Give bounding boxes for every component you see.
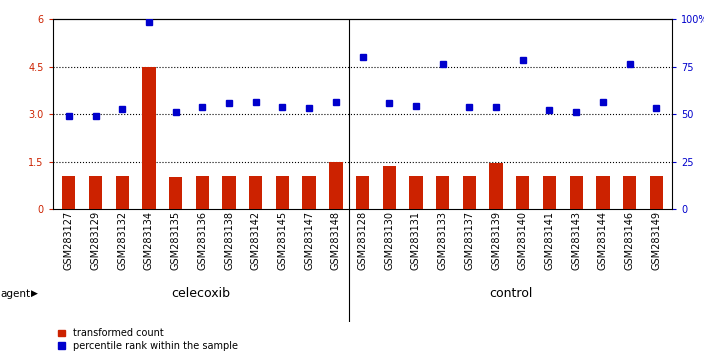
Bar [409,176,422,209]
Bar [596,176,610,209]
Bar [276,176,289,209]
Bar [489,163,503,209]
Text: GSM283127: GSM283127 [64,211,74,270]
Text: GSM283147: GSM283147 [304,211,314,270]
Text: GSM283132: GSM283132 [118,211,127,270]
Bar [543,176,556,209]
Bar [169,177,182,209]
Text: GSM283135: GSM283135 [170,211,181,270]
Text: GSM283129: GSM283129 [91,211,101,270]
Text: celecoxib: celecoxib [172,287,230,300]
Text: GSM283146: GSM283146 [624,211,634,269]
Bar [249,176,263,209]
Bar [436,176,449,209]
Text: GSM283145: GSM283145 [277,211,287,270]
Text: GSM283137: GSM283137 [465,211,474,270]
Bar [570,176,583,209]
Bar [516,176,529,209]
Text: GSM283139: GSM283139 [491,211,501,269]
Bar [196,176,209,209]
Text: GSM283143: GSM283143 [571,211,582,269]
Text: GSM283134: GSM283134 [144,211,154,269]
Bar [142,67,156,209]
Text: GSM283141: GSM283141 [544,211,555,269]
Bar [303,176,316,209]
Bar [356,176,369,209]
Text: GSM283130: GSM283130 [384,211,394,269]
Bar [382,166,396,209]
Text: GSM283131: GSM283131 [411,211,421,269]
Text: agent: agent [1,289,31,299]
Text: GSM283128: GSM283128 [358,211,367,270]
Text: GSM283136: GSM283136 [197,211,208,269]
Bar [329,161,343,209]
Legend: transformed count, percentile rank within the sample: transformed count, percentile rank withi… [58,329,238,351]
Text: control: control [489,287,532,300]
Bar [463,176,476,209]
Bar [89,176,102,209]
Bar [222,176,236,209]
Bar [115,176,129,209]
Text: GSM283148: GSM283148 [331,211,341,269]
Text: GSM283149: GSM283149 [651,211,661,269]
Text: GSM283133: GSM283133 [438,211,448,269]
Text: GSM283138: GSM283138 [224,211,234,269]
Text: ▶: ▶ [31,289,38,298]
Bar [623,176,636,209]
Text: GSM283142: GSM283142 [251,211,260,270]
Text: GSM283144: GSM283144 [598,211,608,269]
Bar [650,176,663,209]
Bar [62,176,75,209]
Text: GSM283140: GSM283140 [517,211,528,269]
